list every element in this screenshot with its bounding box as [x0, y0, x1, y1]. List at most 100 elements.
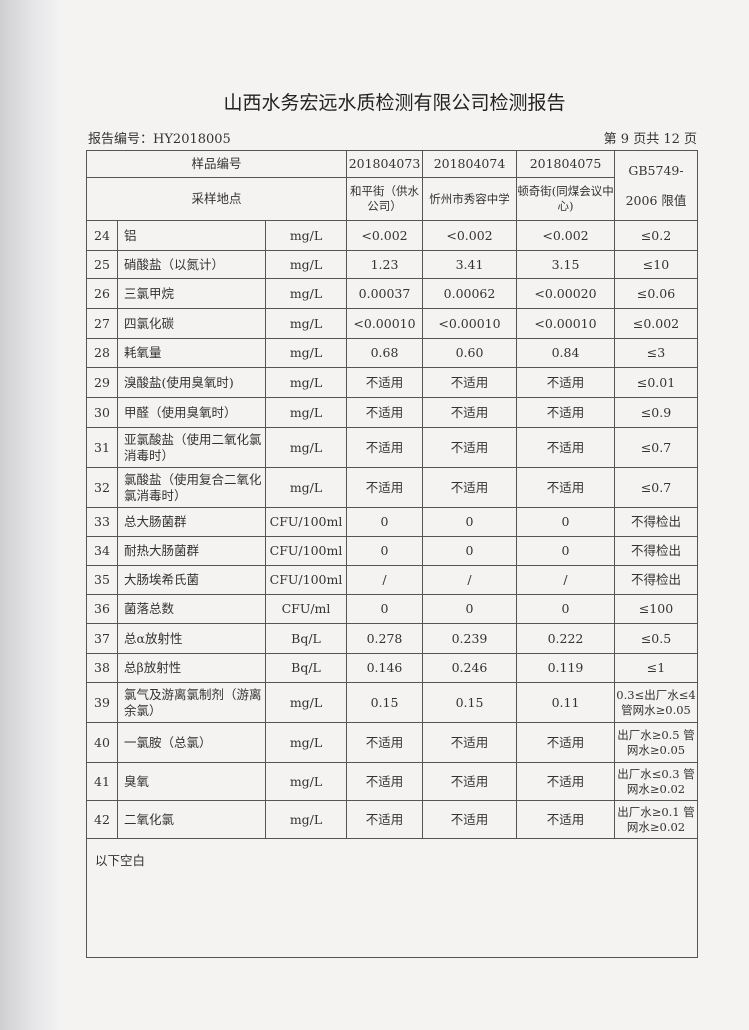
unit: mg/L [265, 682, 347, 723]
limit-value: ≤0.06 [614, 278, 698, 309]
report-number: 报告编号：HY2018005 [88, 132, 231, 147]
value: 0 [516, 507, 615, 537]
value: 不适用 [346, 722, 423, 763]
value: 0.278 [346, 623, 423, 654]
row-number: 32 [86, 467, 118, 508]
limit-value: 不得检出 [614, 565, 698, 595]
value: 不适用 [422, 427, 517, 468]
value: 0.15 [346, 682, 423, 723]
site-label: 采样地点 [86, 177, 347, 221]
item-name: 二氧化氯 [117, 800, 266, 839]
unit: mg/L [265, 250, 347, 279]
value: <0.00020 [516, 278, 615, 309]
value: 0.119 [516, 653, 615, 683]
row-number: 33 [86, 507, 118, 537]
limit-value: ≤0.5 [614, 623, 698, 654]
value: 1.23 [346, 250, 423, 279]
value: / [422, 565, 517, 595]
unit: mg/L [265, 367, 347, 398]
value: 0 [422, 507, 517, 537]
value: 0.84 [516, 338, 615, 368]
site: 和平街（供水公司） [346, 177, 423, 221]
row-number: 31 [86, 427, 118, 468]
value: 不适用 [346, 800, 423, 839]
sample-no-label: 样品编号 [86, 150, 347, 178]
limit-value: ≤0.01 [614, 367, 698, 398]
table-row: 26 三氯甲烷 mg/L 0.00037 0.00062 <0.00020 ≤0.06 [86, 278, 698, 309]
limit-label-1: GB5749- [628, 162, 684, 178]
table-row: 40 一氯胺（总氯） mg/L 不适用 不适用 不适用 出厂水≥0.5 管网水≥0.05 [86, 722, 698, 763]
page-binding-shadow [0, 0, 58, 1030]
value: 0.00037 [346, 278, 423, 309]
unit: mg/L [265, 220, 347, 251]
limit-value: ≤0.002 [614, 308, 698, 339]
value: 0 [346, 536, 423, 566]
value: 不适用 [346, 467, 423, 508]
table-row: 34 耐热大肠菌群 CFU/100ml 0 0 0 不得检出 [86, 536, 698, 566]
unit: CFU/100ml [265, 536, 347, 566]
value: 不适用 [516, 762, 615, 801]
value: 不适用 [516, 367, 615, 398]
unit: Bq/L [265, 623, 347, 654]
limit-value: ≤0.9 [614, 397, 698, 428]
value: 不适用 [346, 397, 423, 428]
sample-no: 201804075 [516, 150, 615, 178]
sample-no: 201804074 [422, 150, 517, 178]
sample-no: 201804073 [346, 150, 423, 178]
item-name: 臭氧 [117, 762, 266, 801]
limit-value: 出厂水≥0.1 管网水≥0.02 [614, 800, 698, 839]
value: 不适用 [422, 762, 517, 801]
value: <0.00010 [422, 308, 517, 339]
value: 0 [346, 507, 423, 537]
limit-value: 出厂水≤0.3 管网水≥0.02 [614, 762, 698, 801]
item-name: 溴酸盐(使用臭氧时) [117, 367, 266, 398]
value: <0.00010 [516, 308, 615, 339]
limit-value: ≤1 [614, 653, 698, 683]
value: 不适用 [516, 722, 615, 763]
unit: mg/L [265, 397, 347, 428]
value: 不适用 [516, 800, 615, 839]
limit-value: ≤10 [614, 250, 698, 279]
value: 不适用 [422, 800, 517, 839]
limit-value: 出厂水≥0.5 管网水≥0.05 [614, 722, 698, 763]
value: 不适用 [422, 397, 517, 428]
row-number: 36 [86, 594, 118, 624]
limit-value: ≤0.2 [614, 220, 698, 251]
limit-value: ≤100 [614, 594, 698, 624]
limit-value: 不得检出 [614, 536, 698, 566]
limit-value: 0.3≤出厂水≤4 管网水≥0.05 [614, 682, 698, 723]
page-number: 第 9 页共 12 页 [603, 132, 697, 147]
value: 0.15 [422, 682, 517, 723]
table-row: 39 氯气及游离氯制剂（游离余氯） mg/L 0.15 0.15 0.11 0.3≤出厂水≤… [86, 682, 698, 723]
limit-value: ≤0.7 [614, 427, 698, 468]
item-name: 总α放射性 [117, 623, 266, 654]
item-name: 氯酸盐（使用复合二氧化氯消毒时） [117, 467, 266, 508]
table-row: 33 总大肠菌群 CFU/100ml 0 0 0 不得检出 [86, 507, 698, 537]
unit: mg/L [265, 467, 347, 508]
value: 0.00062 [422, 278, 517, 309]
value: 不适用 [422, 467, 517, 508]
row-number: 42 [86, 800, 118, 839]
row-number: 24 [86, 220, 118, 251]
value: 0.246 [422, 653, 517, 683]
item-name: 硝酸盐（以氮计） [117, 250, 266, 279]
table-row: 28 耗氧量 mg/L 0.68 0.60 0.84 ≤3 [86, 338, 698, 368]
row-number: 40 [86, 722, 118, 763]
value: / [516, 565, 615, 595]
table-row: 27 四氯化碳 mg/L <0.00010 <0.00010 <0.00010 ≤0.002 [86, 308, 698, 339]
site: 顿奇街(同煤会议中心) [516, 177, 615, 221]
unit: mg/L [265, 427, 347, 468]
value: 0.11 [516, 682, 615, 723]
results-table: 样品编号 201804073 201804074 201804075 GB574… [86, 150, 698, 958]
item-name: 一氯胺（总氯） [117, 722, 266, 763]
unit: CFU/ml [265, 594, 347, 624]
value: 不适用 [516, 397, 615, 428]
value: 3.41 [422, 250, 517, 279]
value: 0.222 [516, 623, 615, 654]
value: 不适用 [346, 762, 423, 801]
item-name: 耗氧量 [117, 338, 266, 368]
value: 0 [516, 594, 615, 624]
item-name: 总大肠菌群 [117, 507, 266, 537]
row-number: 41 [86, 762, 118, 801]
table-row: 35 大肠埃希氏菌 CFU/100ml / / / 不得检出 [86, 565, 698, 595]
